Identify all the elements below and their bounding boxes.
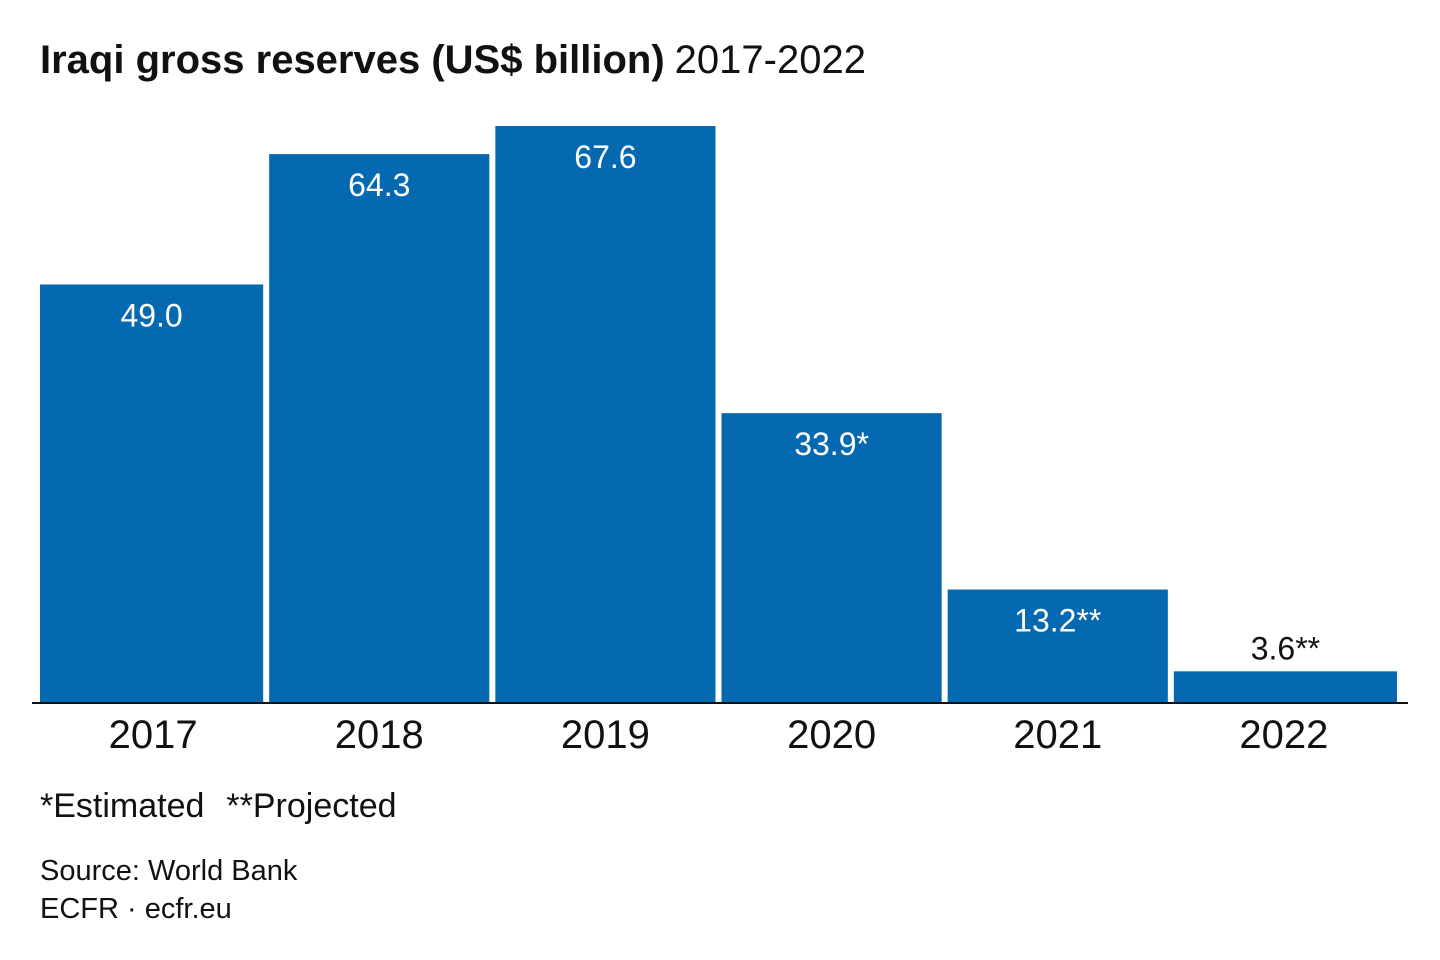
chart-title-period: 2017-2022: [674, 38, 866, 82]
footnotes: *Estimated **Projected: [40, 784, 397, 828]
data-label-2021: 13.2**: [1014, 603, 1101, 639]
data-label-2022: 3.6**: [1251, 630, 1320, 666]
publisher-text: ECFR · ecfr.eu: [40, 893, 232, 925]
data-label-2019: 67.6: [574, 139, 636, 175]
footnote-projected: **Projected: [226, 787, 397, 825]
bar-2022: [1173, 671, 1397, 702]
x-tick-2021: 2021: [1013, 713, 1102, 757]
bar-2017: [40, 284, 264, 702]
footnote-estimated: *Estimated: [40, 787, 205, 825]
bar-2019: [495, 126, 716, 702]
x-tick-2019: 2019: [561, 713, 650, 757]
x-tick-2020: 2020: [787, 713, 876, 757]
bar-2021: [947, 589, 1168, 702]
x-tick-2022: 2022: [1239, 713, 1328, 757]
data-label-2020: 33.9*: [794, 426, 869, 462]
x-tick-2018: 2018: [335, 713, 424, 757]
data-label-2017: 49.0: [120, 297, 182, 333]
source-text: Source: World Bank: [40, 855, 298, 887]
source-block: Source: World Bank ECFR · ecfr.eu: [40, 852, 297, 928]
bar-chart: 49.0 2017 64.3 2018 67.6 2019 33.9* 2020 13.2** 2…: [32, 126, 1408, 757]
chart-title: Iraqi gross reserves (US$ billion) 2017-2…: [40, 34, 866, 86]
data-label-2018: 64.3: [348, 167, 410, 203]
bar-2020: [721, 413, 942, 702]
chart-title-main: Iraqi gross reserves (US$ billion): [40, 38, 665, 82]
x-tick-2017: 2017: [109, 713, 198, 757]
bar-2018: [269, 154, 490, 702]
